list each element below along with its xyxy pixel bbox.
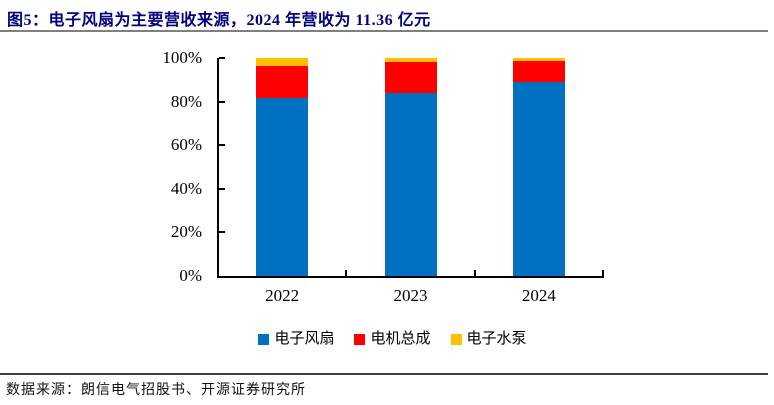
x-axis-category-label: 2022 <box>265 286 300 305</box>
y-axis-tick <box>219 144 225 147</box>
figure-title: 图5：电子风扇为主要营收来源，2024 年营收为 11.36 亿元 <box>7 12 431 29</box>
x-axis-boundary-tick <box>473 270 476 276</box>
y-axis-tick-label: 40% <box>170 178 202 198</box>
legend-swatch <box>258 333 270 345</box>
legend-label: 电机总成 <box>370 330 431 347</box>
bar-segment <box>384 62 437 93</box>
legend-item: 电子水泵 <box>450 330 527 347</box>
bar-segment <box>256 58 309 66</box>
legend-label: 电子风扇 <box>274 330 335 347</box>
x-axis-category-label: 2023 <box>393 286 428 305</box>
bar-segment <box>512 61 565 82</box>
legend-swatch <box>450 333 462 345</box>
data-source-note: 数据来源：朗信电气招股书、开源证券研究所 <box>6 383 306 398</box>
y-axis-tick <box>219 187 225 190</box>
bar-segment <box>256 98 309 276</box>
x-axis-boundary-tick <box>602 270 604 276</box>
y-axis-tick <box>219 57 225 59</box>
x-axis-line <box>217 276 604 278</box>
legend-item: 电子风扇 <box>258 330 335 347</box>
legend-item: 电机总成 <box>354 330 431 347</box>
y-axis-tick <box>219 100 225 103</box>
title-divider-line <box>0 30 768 32</box>
bar-segment <box>256 65 309 99</box>
y-axis-tick-label: 0% <box>179 266 202 285</box>
y-axis-tick <box>219 231 225 234</box>
x-axis-category-label: 2024 <box>521 286 556 305</box>
bar-segment <box>384 92 437 276</box>
y-axis-line <box>217 58 219 278</box>
bar-segment <box>384 58 437 63</box>
chart-legend: 电子风扇 电机总成 电子水泵 <box>200 329 585 349</box>
y-axis-tick-label: 80% <box>170 91 202 111</box>
bar-segment <box>512 58 565 62</box>
y-axis-tick-label: 60% <box>170 135 202 155</box>
x-axis-boundary-tick <box>345 270 348 276</box>
bar-segment <box>512 81 565 276</box>
legend-swatch <box>354 333 366 345</box>
footer-divider-line <box>0 373 768 375</box>
y-axis-tick-label: 20% <box>170 222 202 242</box>
y-axis-tick-label: 100% <box>162 48 202 67</box>
legend-label: 电子水泵 <box>466 330 527 347</box>
